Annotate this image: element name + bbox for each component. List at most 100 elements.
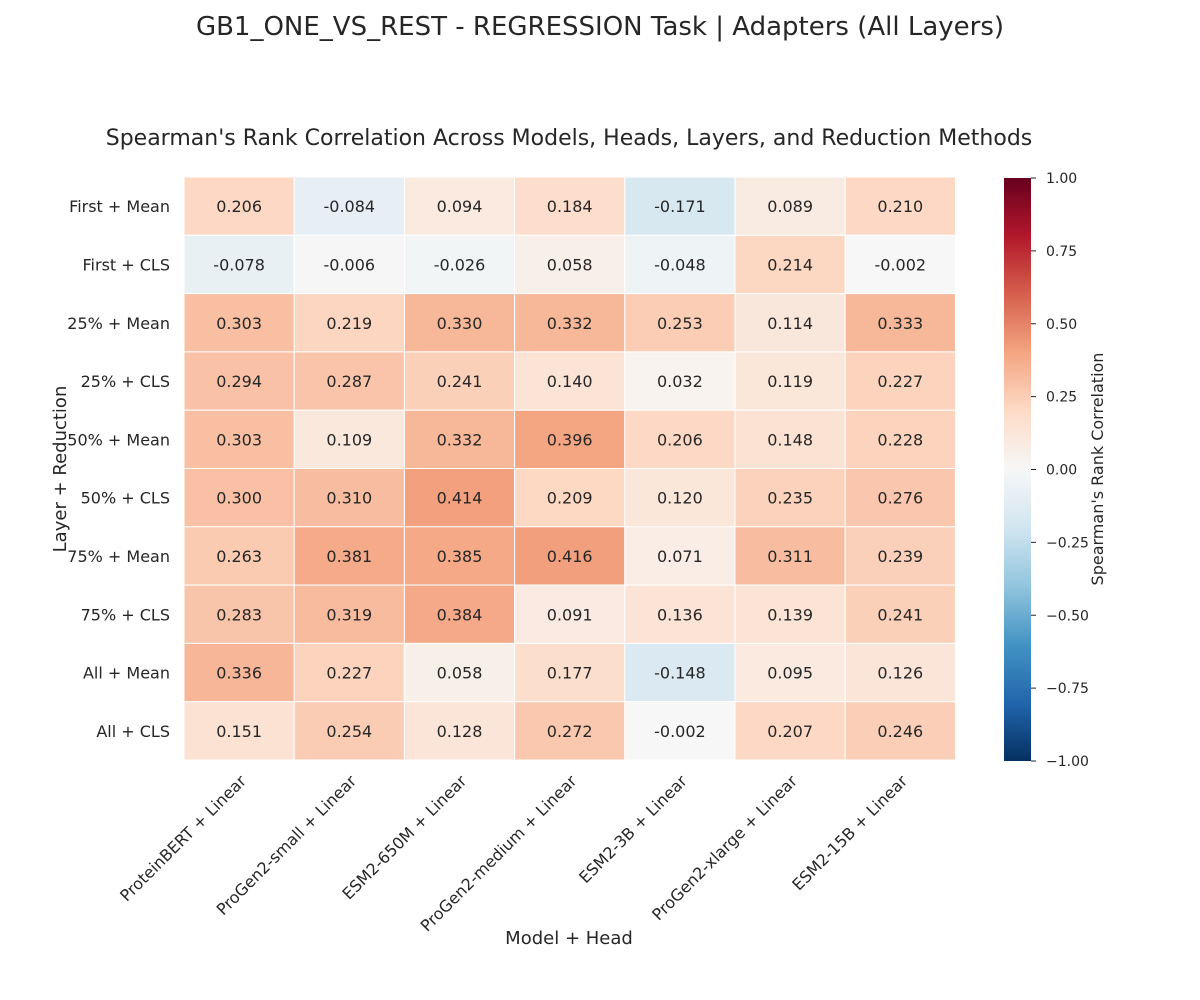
cell-value-label: 0.283 xyxy=(216,605,262,624)
colorbar-tick-label: 0.75 xyxy=(1046,244,1077,260)
cell-value-label: 0.032 xyxy=(657,372,703,391)
x-tick-label: ESM2-3B + Linear xyxy=(575,771,691,887)
cell-value-label: 0.384 xyxy=(437,605,483,624)
cell-value-label: 0.109 xyxy=(326,430,372,449)
cell-value-label: 0.091 xyxy=(547,605,593,624)
colorbar-tick-label: −0.75 xyxy=(1046,681,1089,697)
colorbar-tick-label: −0.25 xyxy=(1046,535,1089,551)
cell-value-label: 0.239 xyxy=(877,547,923,566)
cell-value-label: 0.235 xyxy=(767,489,813,508)
cell-value-label: 0.136 xyxy=(657,605,703,624)
cell-value-label: 0.071 xyxy=(657,547,703,566)
cell-value-label: 0.254 xyxy=(326,722,372,741)
cell-value-label: 0.219 xyxy=(326,314,372,333)
colorbar-tick-label: 0.00 xyxy=(1046,463,1077,479)
cell-value-label: 0.151 xyxy=(216,722,262,741)
colorbar-tick-label: 0.25 xyxy=(1046,390,1077,406)
cell-value-label: -0.078 xyxy=(213,255,265,274)
cell-value-label: 0.319 xyxy=(326,605,372,624)
cell-value-label: 0.128 xyxy=(437,722,483,741)
cell-value-label: -0.048 xyxy=(654,255,706,274)
cell-value-label: 0.139 xyxy=(767,605,813,624)
cell-value-label: 0.241 xyxy=(437,372,483,391)
cell-value-label: 0.094 xyxy=(437,197,483,216)
cell-value-label: 0.206 xyxy=(657,430,703,449)
cell-value-label: 0.120 xyxy=(657,489,703,508)
cell-value-label: 0.184 xyxy=(547,197,593,216)
cell-value-label: 0.119 xyxy=(767,372,813,391)
y-tick-label: All + CLS xyxy=(96,722,170,741)
cell-value-label: -0.006 xyxy=(324,255,376,274)
cell-value-label: 0.246 xyxy=(877,722,923,741)
cell-value-label: 0.303 xyxy=(216,314,262,333)
cell-value-label: 0.414 xyxy=(437,489,483,508)
cell-value-label: 0.272 xyxy=(547,722,593,741)
cell-value-label: -0.084 xyxy=(324,197,376,216)
colorbar-tick-label: −0.50 xyxy=(1046,608,1089,624)
cell-value-label: -0.002 xyxy=(654,722,706,741)
cell-value-label: 0.396 xyxy=(547,430,593,449)
cell-value-label: 0.228 xyxy=(877,430,923,449)
cell-value-label: 0.333 xyxy=(877,314,923,333)
cell-value-label: 0.253 xyxy=(657,314,703,333)
cell-value-label: 0.058 xyxy=(547,255,593,274)
y-tick-label: 50% + CLS xyxy=(81,489,170,508)
cell-value-label: -0.002 xyxy=(875,255,927,274)
colorbar-tick-label: 1.00 xyxy=(1046,171,1077,187)
y-tick-label: All + Mean xyxy=(83,664,170,683)
cell-value-label: 0.095 xyxy=(767,664,813,683)
y-tick-label: First + CLS xyxy=(83,255,171,274)
cell-value-label: 0.303 xyxy=(216,430,262,449)
cell-value-label: 0.310 xyxy=(326,489,372,508)
y-tick-label: 75% + Mean xyxy=(67,547,170,566)
y-tick-label: 75% + CLS xyxy=(81,605,170,624)
cell-value-label: 0.241 xyxy=(877,605,923,624)
x-tick-label: ESM2-650M + Linear xyxy=(338,771,470,903)
colorbar-gradient xyxy=(1004,178,1031,761)
y-tick-label: 25% + Mean xyxy=(67,314,170,333)
cell-value-label: 0.332 xyxy=(437,430,483,449)
cell-value-label: 0.209 xyxy=(547,489,593,508)
cell-value-label: -0.171 xyxy=(654,197,706,216)
y-tick-labels: First + MeanFirst + CLS25% + Mean25% + C… xyxy=(67,197,184,741)
cell-value-label: 0.126 xyxy=(877,664,923,683)
cell-value-label: 0.276 xyxy=(877,489,923,508)
cell-value-label: 0.207 xyxy=(767,722,813,741)
cell-value-label: 0.381 xyxy=(326,547,372,566)
colorbar-ticks: 1.00 0.75 0.50 0.25 0.00 −0.25 −0.50 −0.75 −1.00 xyxy=(1031,171,1089,770)
x-tick-label: ESM2-15B + Linear xyxy=(788,771,911,894)
cell-value-label: 0.336 xyxy=(216,664,262,683)
cell-value-label: 0.089 xyxy=(767,197,813,216)
cell-value-label: 0.214 xyxy=(767,255,813,274)
colorbar: 1.00 0.75 0.50 0.25 0.00 −0.25 −0.50 −0.75 −1.00… xyxy=(1004,171,1107,770)
cell-value-label: 0.311 xyxy=(767,547,813,566)
colorbar-tick-label: 0.50 xyxy=(1046,317,1077,333)
cell-value-label: 0.148 xyxy=(767,430,813,449)
cell-value-label: 0.416 xyxy=(547,547,593,566)
y-tick-label: First + Mean xyxy=(69,197,170,216)
cell-value-label: 0.206 xyxy=(216,197,262,216)
cell-value-label: 0.385 xyxy=(437,547,483,566)
colorbar-label: Spearman's Rank Correlation xyxy=(1088,353,1107,586)
cell-value-label: 0.177 xyxy=(547,664,593,683)
x-tick-label: ProteinBERT + Linear xyxy=(116,771,250,905)
cell-value-label: 0.300 xyxy=(216,489,262,508)
cell-value-label: -0.148 xyxy=(654,664,706,683)
cell-value-label: -0.026 xyxy=(434,255,486,274)
cell-value-label: 0.332 xyxy=(547,314,593,333)
cell-value-label: 0.140 xyxy=(547,372,593,391)
cell-value-label: 0.330 xyxy=(437,314,483,333)
cell-value-label: 0.294 xyxy=(216,372,262,391)
cell-value-label: 0.263 xyxy=(216,547,262,566)
cell-value-label: 0.058 xyxy=(437,664,483,683)
cell-value-label: 0.210 xyxy=(877,197,923,216)
cell-value-label: 0.227 xyxy=(877,372,923,391)
y-axis-label: Layer + Reduction xyxy=(50,386,71,553)
cell-value-label: 0.227 xyxy=(326,664,372,683)
colorbar-tick-label: −1.00 xyxy=(1046,754,1089,770)
cell-value-label: 0.287 xyxy=(326,372,372,391)
heatmap-cells: 0.206 -0.084 0.094 0.184 -0.171 0.089 0.210 -0.… xyxy=(184,177,955,760)
x-axis-label: Model + Head xyxy=(505,928,633,949)
